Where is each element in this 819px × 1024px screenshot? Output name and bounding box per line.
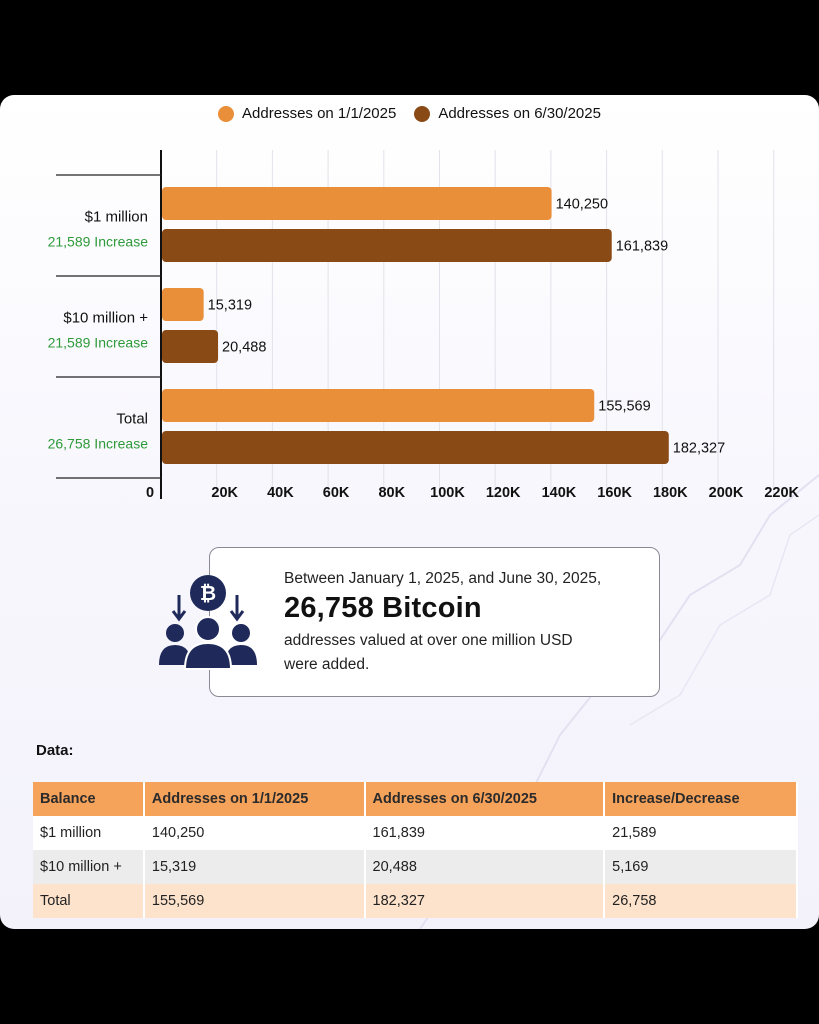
category-increase-note: 21,589 Increase: [48, 234, 149, 250]
summary-headline: 26,758 Bitcoin: [284, 592, 482, 624]
bar-chart: 140,250 161,839 $1 million 21,589 Increase 1…: [48, 150, 800, 501]
category-label: $1 million: [85, 209, 148, 226]
data-table: Balance Addresses on 1/1/2025 Addresses …: [33, 782, 798, 918]
table-cell: 140,250: [143, 816, 366, 850]
legend-swatch-series-2: [414, 105, 431, 122]
table-cell: 21,589: [604, 816, 798, 850]
category-label: Total: [116, 411, 148, 428]
bar-value-label: 161,839: [616, 239, 668, 255]
x-tick-label: 160K: [597, 485, 632, 501]
bar: [162, 288, 204, 321]
table-cell: 155,569: [143, 884, 366, 918]
bar: [162, 229, 612, 262]
legend-label-series-2: Addresses on 6/30/2025: [438, 105, 601, 122]
table-cell: 20,488: [364, 850, 606, 884]
legend-label-series-1: Addresses on 1/1/2025: [242, 105, 397, 122]
table-row: Total 155,569 182,327 26,758: [33, 884, 798, 918]
category-label: $10 million +: [63, 310, 148, 327]
bitcoin-users-icon: ₿: [159, 575, 257, 670]
table-cell: 5,169: [604, 850, 798, 884]
summary-text: Between January 1, 2025, and June 30, 20…: [284, 570, 654, 677]
category-increase-note: 21,589 Increase: [48, 335, 149, 351]
bar-value-label: 140,250: [556, 197, 608, 213]
x-tick-label: 180K: [653, 485, 688, 501]
x-tick-label: 40K: [267, 485, 294, 501]
x-tick-label: 20K: [211, 485, 238, 501]
table-cell: 15,319: [143, 850, 366, 884]
summary-line-3: were added.: [284, 656, 370, 673]
x-tick-label: 120K: [486, 485, 521, 501]
x-tick-label: 80K: [378, 485, 405, 501]
bar: [162, 389, 595, 422]
table-header-cell: Balance: [33, 782, 145, 816]
table-cell: $10 million +: [33, 850, 145, 884]
table-cell: 161,839: [364, 816, 606, 850]
x-tick-label: 220K: [764, 485, 799, 501]
table-header-cell: Increase/Decrease: [604, 782, 798, 816]
x-tick-label: 100K: [430, 485, 465, 501]
x-tick-label: 140K: [542, 485, 577, 501]
chart-legend: Addresses on 1/1/2025 Addresses on 6/30/…: [0, 105, 819, 122]
legend-item-series-1: Addresses on 1/1/2025: [218, 105, 396, 122]
summary-line-1: Between January 1, 2025, and June 30, 20…: [284, 570, 602, 587]
x-tick-label: 0: [146, 485, 154, 501]
legend-swatch-series-1: [218, 105, 235, 122]
infographic-card: Addresses on 1/1/2025 Addresses on 6/30/…: [0, 95, 819, 929]
table-cell: Total: [33, 884, 145, 918]
legend-item-series-2: Addresses on 6/30/2025: [414, 105, 601, 122]
summary-box: Between January 1, 2025, and June 30, 20…: [209, 547, 660, 697]
table-cell: 182,327: [364, 884, 606, 918]
table-cell: $1 million: [33, 816, 145, 850]
bar: [162, 431, 669, 464]
bar-value-label: 15,319: [208, 298, 252, 314]
x-tick-label: 60K: [323, 485, 350, 501]
table-cell: 26,758: [604, 884, 798, 918]
bar: [162, 187, 552, 220]
summary-line-2: addresses valued at over one million USD: [284, 632, 573, 649]
table-row: $10 million + 15,319 20,488 5,169: [33, 850, 798, 884]
x-tick-label: 200K: [709, 485, 744, 501]
data-label: Data:: [36, 742, 74, 759]
table-header-cell: Addresses on 1/1/2025: [143, 782, 366, 816]
table-row: $1 million 140,250 161,839 21,589: [33, 816, 798, 850]
table-header-cell: Addresses on 6/30/2025: [364, 782, 606, 816]
category-increase-note: 26,758 Increase: [48, 436, 149, 452]
bar-value-label: 182,327: [673, 441, 725, 457]
bar: [162, 330, 219, 363]
svg-text:₿: ₿: [200, 581, 216, 605]
table-header-row: Balance Addresses on 1/1/2025 Addresses …: [33, 782, 798, 816]
bar-value-label: 155,569: [598, 399, 650, 415]
bar-value-label: 20,488: [222, 340, 266, 356]
